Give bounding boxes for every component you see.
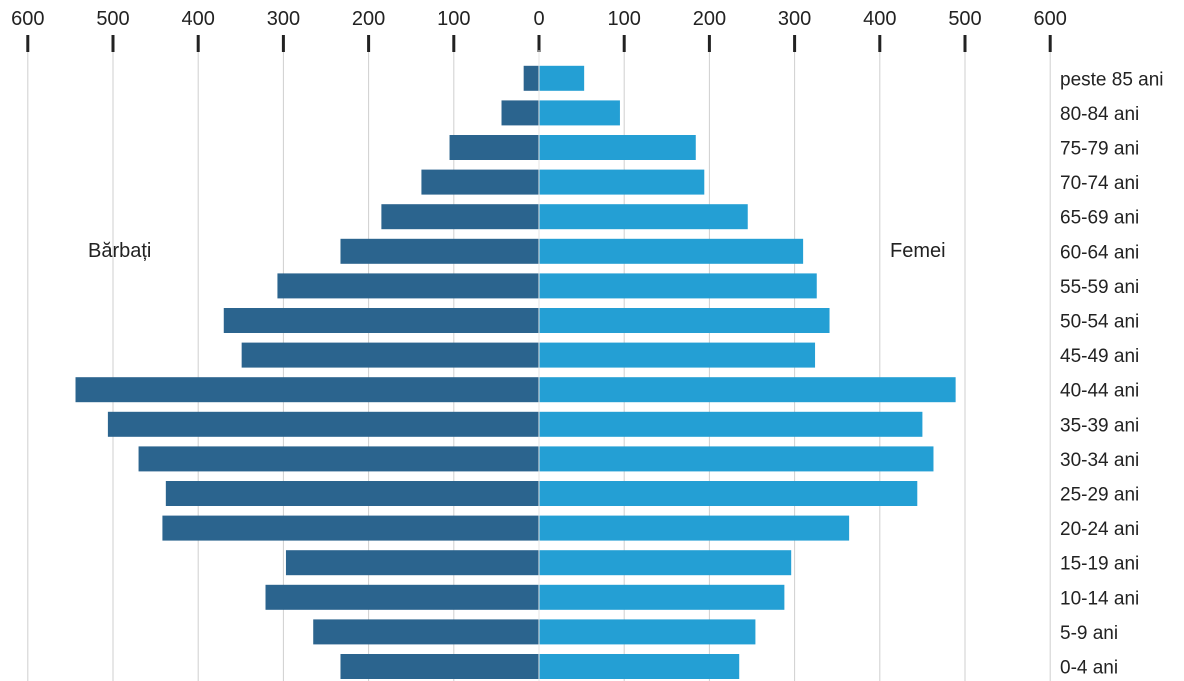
bar-women — [539, 100, 620, 126]
category-label: 70-74 ani — [1060, 173, 1139, 194]
bar-women — [539, 204, 748, 230]
category-labels: peste 85 ani 80-84 ani 75-79 ani 70-74 ani 6… — [1060, 69, 1164, 678]
bar-men — [523, 65, 539, 91]
bar-men — [75, 377, 540, 403]
bar-women — [539, 481, 918, 506]
category-label: 30-34 ani — [1060, 450, 1139, 471]
bar-women — [539, 550, 792, 576]
bar-women — [539, 515, 850, 541]
bar-women — [539, 238, 804, 264]
category-label: 25-29 ani — [1060, 485, 1139, 506]
category-label: 0-4 ani — [1060, 658, 1118, 679]
x-tick-label: 100 — [608, 8, 641, 30]
x-tick-label: 200 — [352, 8, 385, 30]
bar-men — [285, 550, 539, 576]
x-tick-label: 500 — [948, 8, 981, 30]
bar-men — [313, 619, 539, 645]
bar-women — [539, 377, 956, 403]
x-tick-label: 600 — [11, 8, 44, 30]
bar-men — [265, 584, 539, 610]
category-label: 5-9 ani — [1060, 623, 1118, 644]
bar-women — [539, 65, 585, 91]
bar-women — [539, 135, 696, 160]
bar-women — [539, 342, 816, 368]
bar-men — [241, 342, 540, 368]
bar-women — [539, 273, 817, 299]
x-tick-label: 300 — [267, 8, 300, 30]
category-label: peste 85 ani — [1060, 69, 1164, 90]
bar-women — [539, 654, 740, 679]
category-label: 60-64 ani — [1060, 242, 1139, 263]
category-label: 20-24 ani — [1060, 519, 1139, 540]
x-tick-label: 100 — [437, 8, 470, 30]
bar-women — [539, 584, 785, 610]
bar-men — [449, 135, 539, 160]
category-label: 50-54 ani — [1060, 312, 1139, 333]
bars — [75, 50, 956, 681]
bar-men — [340, 654, 539, 679]
x-tick-label: 300 — [778, 8, 811, 30]
bar-men — [421, 169, 539, 195]
x-axis: 600 500 400 300 200 100 0 100 200 300 400 500 600 — [11, 8, 1067, 52]
category-label: 75-79 ani — [1060, 139, 1139, 160]
bar-women — [539, 169, 705, 195]
series-label-men: Bărbați — [88, 240, 151, 262]
bar-women — [539, 446, 934, 472]
bar-men — [223, 308, 539, 333]
bar-women — [539, 411, 923, 437]
bar-women — [539, 619, 756, 645]
bar-men — [501, 100, 539, 126]
series-label-women: Femei — [890, 240, 946, 262]
bar-men — [340, 238, 539, 264]
x-tick-label: 500 — [96, 8, 129, 30]
bar-men — [162, 515, 539, 541]
x-tick-label: 400 — [863, 8, 896, 30]
x-tick-label: 600 — [1034, 8, 1067, 30]
x-tick-label: 400 — [182, 8, 215, 30]
category-label: 45-49 ani — [1060, 346, 1139, 367]
bar-men — [107, 411, 539, 437]
x-tick-label: 0 — [533, 8, 544, 30]
bar-men — [277, 273, 539, 299]
category-label: 80-84 ani — [1060, 104, 1139, 125]
x-tick-label: 200 — [693, 8, 726, 30]
category-label: 15-19 ani — [1060, 554, 1139, 575]
bar-men — [138, 446, 539, 472]
category-label: 10-14 ani — [1060, 588, 1139, 609]
category-label: 40-44 ani — [1060, 381, 1139, 402]
bar-men — [165, 481, 539, 506]
category-label: 55-59 ani — [1060, 277, 1139, 298]
category-label: 65-69 ani — [1060, 208, 1139, 229]
bar-men — [381, 204, 539, 230]
bar-women — [539, 308, 830, 333]
category-label: 35-39 ani — [1060, 415, 1139, 436]
